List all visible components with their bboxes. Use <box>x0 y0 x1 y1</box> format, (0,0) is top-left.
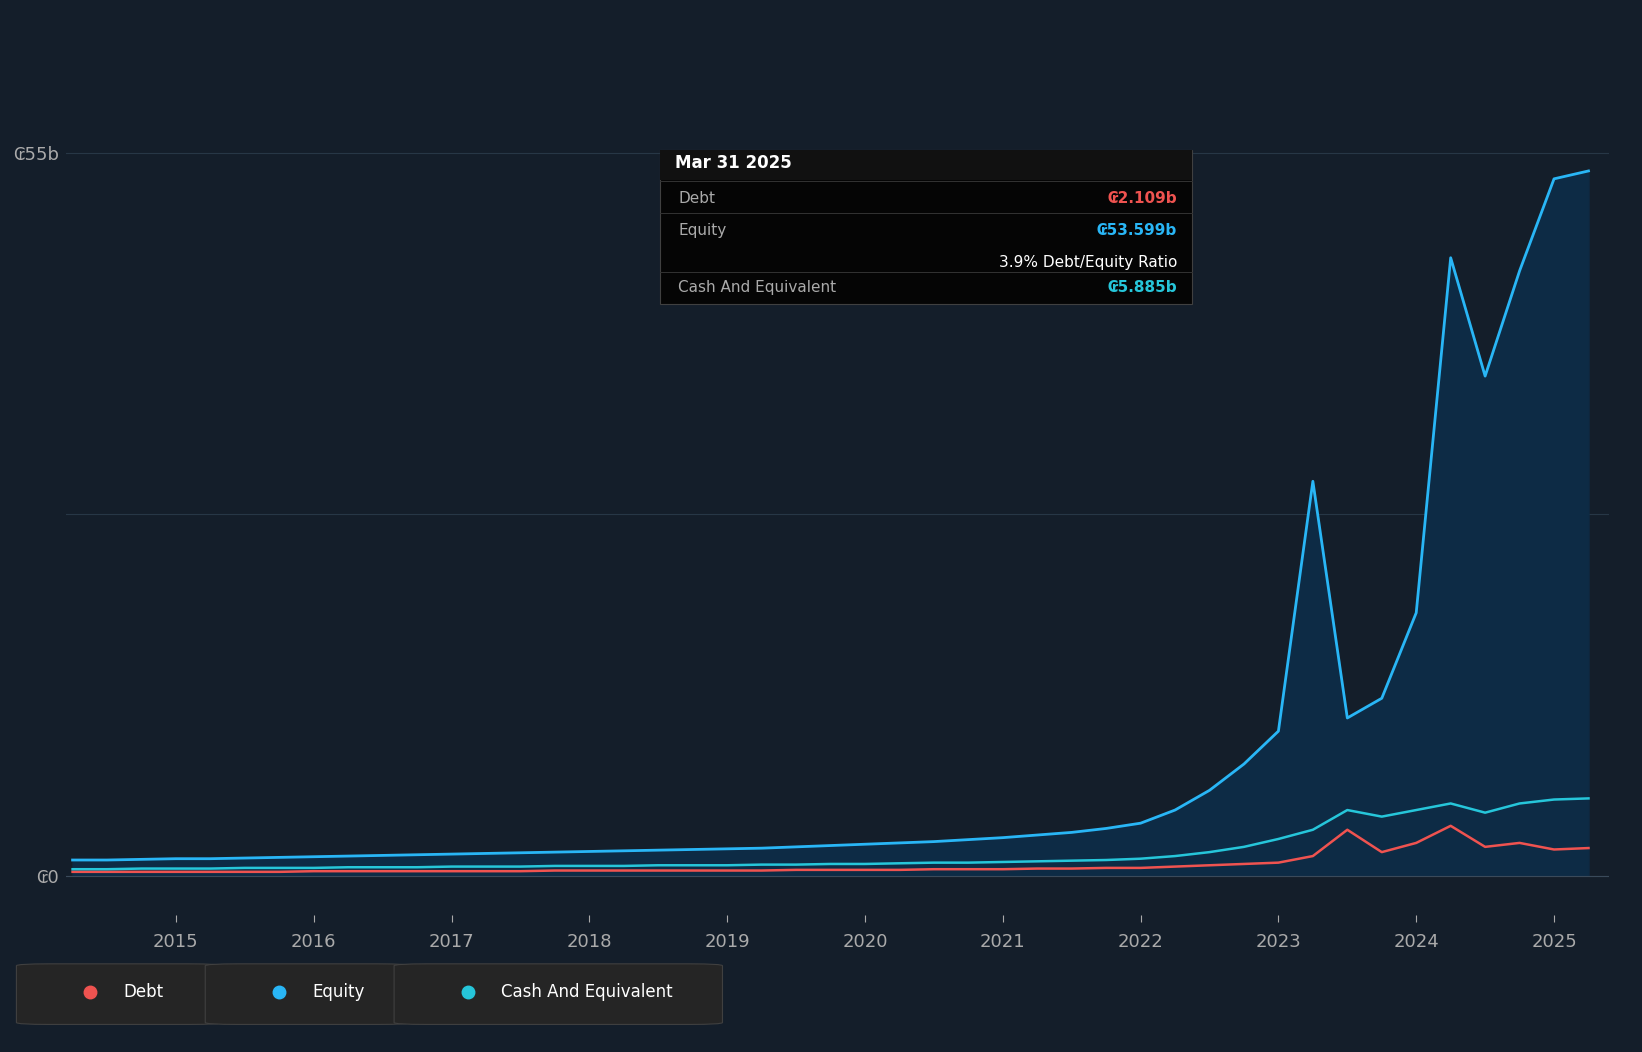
Text: Debt: Debt <box>678 191 716 206</box>
Text: Mar 31 2025: Mar 31 2025 <box>675 154 791 171</box>
Text: Equity: Equity <box>678 223 727 239</box>
FancyBboxPatch shape <box>16 964 222 1025</box>
Text: Cash And Equivalent: Cash And Equivalent <box>501 984 673 1002</box>
FancyBboxPatch shape <box>205 964 410 1025</box>
FancyBboxPatch shape <box>394 964 722 1025</box>
FancyBboxPatch shape <box>660 150 1192 180</box>
Text: ₢53.599b: ₢53.599b <box>1097 223 1177 239</box>
Text: Debt: Debt <box>123 984 163 1002</box>
Text: ₢2.109b: ₢2.109b <box>1107 191 1177 206</box>
FancyBboxPatch shape <box>660 150 1192 304</box>
Text: ₢5.885b: ₢5.885b <box>1107 280 1177 296</box>
Text: Equity: Equity <box>312 984 365 1002</box>
Text: 3.9% Debt/Equity Ratio: 3.9% Debt/Equity Ratio <box>998 255 1177 270</box>
Text: Cash And Equivalent: Cash And Equivalent <box>678 280 836 296</box>
